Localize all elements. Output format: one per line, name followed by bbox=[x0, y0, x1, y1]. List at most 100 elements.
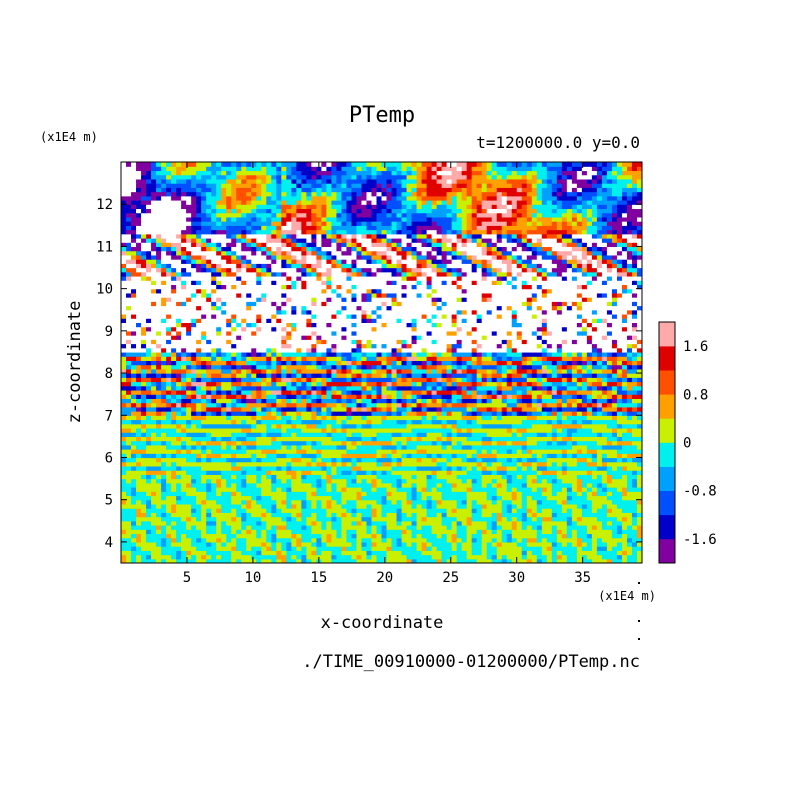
contour-cell bbox=[466, 465, 473, 471]
contour-cell bbox=[521, 546, 528, 551]
contour-cell bbox=[531, 512, 538, 518]
contour-cell bbox=[471, 520, 478, 526]
contour-cell bbox=[471, 381, 478, 387]
contour-cell bbox=[626, 537, 633, 543]
contour-cell bbox=[471, 364, 478, 370]
contour-cell bbox=[586, 537, 593, 543]
contour-cell bbox=[376, 478, 383, 484]
contour-cell bbox=[336, 436, 343, 442]
contour-cell bbox=[381, 550, 388, 556]
contour-cell bbox=[466, 432, 473, 437]
contour-cell bbox=[421, 516, 428, 522]
contour-cell bbox=[441, 377, 448, 383]
contour-cell bbox=[301, 465, 307, 471]
contour-cell bbox=[191, 368, 197, 374]
contour-cell bbox=[586, 394, 593, 399]
contour-cell bbox=[566, 436, 573, 442]
contour-cell bbox=[221, 440, 227, 446]
contour-cell bbox=[631, 533, 638, 539]
contour-cell bbox=[386, 427, 393, 433]
contour-cell bbox=[246, 440, 252, 446]
contour-cell bbox=[376, 389, 383, 395]
contour-cell bbox=[601, 389, 608, 395]
contour-cell bbox=[351, 419, 358, 425]
contour-cell bbox=[246, 516, 252, 522]
contour-cell bbox=[366, 491, 373, 497]
contour-cell bbox=[546, 385, 553, 391]
contour-cell bbox=[136, 503, 142, 509]
contour-cell bbox=[546, 512, 553, 518]
contour-cell bbox=[161, 465, 167, 471]
contour-cell bbox=[521, 440, 528, 446]
contour-cell bbox=[356, 470, 363, 475]
contour-cell bbox=[416, 449, 423, 454]
contour-cell bbox=[271, 465, 277, 471]
contour-cell bbox=[236, 491, 242, 497]
contour-cell bbox=[581, 520, 588, 526]
contour-cell bbox=[211, 554, 217, 560]
contour-cell bbox=[636, 427, 642, 433]
contour-cell bbox=[521, 394, 528, 399]
contour-cell bbox=[291, 529, 297, 535]
contour-cell bbox=[266, 364, 272, 370]
contour-cell bbox=[311, 394, 317, 399]
contour-cell bbox=[326, 398, 332, 404]
contour-cell bbox=[576, 499, 583, 505]
contour-cell bbox=[391, 465, 398, 471]
contour-cell bbox=[576, 411, 583, 416]
contour-cell bbox=[191, 465, 197, 471]
contour-cell bbox=[346, 389, 353, 395]
contour-cell bbox=[561, 436, 568, 442]
contour-cell bbox=[241, 411, 247, 416]
contour-cell bbox=[251, 461, 257, 467]
contour-cell bbox=[361, 406, 368, 412]
contour-cell bbox=[281, 508, 287, 513]
contour-cell bbox=[126, 529, 132, 535]
contour-cell bbox=[491, 491, 498, 497]
contour-cell bbox=[611, 478, 618, 484]
contour-cell bbox=[521, 453, 528, 459]
contour-cell bbox=[131, 423, 137, 429]
contour-cell bbox=[331, 449, 338, 454]
contour-cell bbox=[621, 499, 628, 505]
contour-cell bbox=[441, 411, 448, 416]
contour-cell bbox=[346, 499, 353, 505]
contour-cell bbox=[296, 436, 302, 442]
contour-cell bbox=[381, 482, 388, 488]
contour-cell bbox=[171, 541, 177, 547]
contour-cell bbox=[631, 453, 638, 459]
contour-cell bbox=[551, 554, 558, 560]
contour-cell bbox=[421, 423, 428, 429]
contour-cell bbox=[286, 406, 292, 412]
contour-cell bbox=[446, 402, 453, 408]
contour-cell bbox=[491, 487, 498, 492]
contour-cell bbox=[546, 465, 553, 471]
contour-cell bbox=[286, 508, 292, 513]
contour-cell bbox=[336, 495, 343, 501]
contour-cell bbox=[191, 444, 197, 450]
contour-cell bbox=[541, 546, 548, 551]
contour-cell bbox=[616, 491, 623, 497]
contour-cell bbox=[391, 368, 398, 374]
contour-cell bbox=[331, 491, 338, 497]
contour-cell bbox=[586, 465, 593, 471]
contour-cell bbox=[291, 449, 297, 454]
contour-cell bbox=[361, 411, 368, 416]
contour-cell bbox=[236, 398, 242, 404]
contour-cell bbox=[526, 427, 533, 433]
contour-cell bbox=[466, 503, 473, 509]
contour-cell bbox=[556, 444, 563, 450]
contour-cell bbox=[466, 550, 473, 556]
contour-cell bbox=[171, 465, 177, 471]
contour-cell bbox=[436, 495, 443, 501]
contour-cell bbox=[481, 406, 488, 412]
contour-cell bbox=[596, 419, 603, 425]
contour-cell bbox=[331, 495, 338, 501]
contour-cell bbox=[506, 554, 513, 560]
contour-cell bbox=[476, 453, 483, 459]
contour-cell bbox=[291, 537, 297, 543]
contour-cell bbox=[396, 377, 403, 383]
contour-cell bbox=[281, 415, 287, 421]
contour-cell bbox=[606, 550, 613, 556]
contour-cell bbox=[201, 427, 207, 433]
